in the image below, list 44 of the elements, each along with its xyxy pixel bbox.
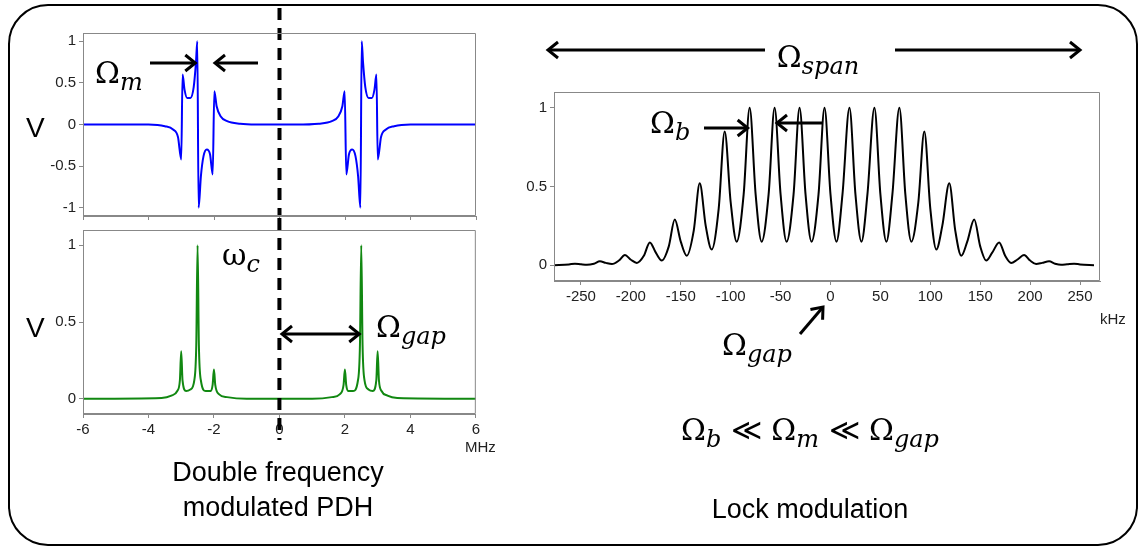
x-tick-label: -100 <box>715 287 746 305</box>
y-tick-label: 0.5 <box>55 73 76 91</box>
y-tick-label: 1 <box>538 97 547 115</box>
x-tick-label: 100 <box>917 287 943 305</box>
x-axis-title: MHz <box>465 438 496 455</box>
x-tick-label: 4 <box>406 420 415 438</box>
y-tick-label: 0 <box>67 388 76 406</box>
y-tick-label: 0 <box>538 255 547 273</box>
x-tick-label: 50 <box>872 287 889 305</box>
text: Double frequency modulated PDH <box>171 456 385 525</box>
y-tick-label: -0.5 <box>50 156 76 174</box>
y-tick-label: 0.5 <box>526 176 547 194</box>
y-axis-title: V <box>26 312 45 344</box>
line-series <box>554 106 1096 267</box>
annotation: Ω$_{m}$ <box>95 55 143 96</box>
line-series <box>83 40 476 209</box>
y-tick-label: 1 <box>67 31 76 49</box>
text: Ω$_{span}$ <box>775 39 861 80</box>
x-tick-label: 2 <box>340 420 350 438</box>
x-tick-label: -150 <box>665 287 696 305</box>
x-tick-label: -250 <box>565 287 596 305</box>
x-tick-label: 6 <box>471 420 480 438</box>
x-tick-label: -50 <box>769 287 792 305</box>
x-tick-label: 200 <box>1017 287 1043 305</box>
x-tick-label: 150 <box>967 287 993 305</box>
annotation: Ω$_{b}$ <box>650 105 691 146</box>
text: Ω$_{gap}$ <box>722 327 792 368</box>
line-series <box>83 244 476 400</box>
y-tick-label: 0 <box>67 114 76 132</box>
x-tick-label: -200 <box>615 287 646 305</box>
x-tick-label: -6 <box>76 420 90 438</box>
x-tick-label: -2 <box>207 420 221 438</box>
y-tick-label: -1 <box>62 197 76 215</box>
annotation: ω$_{c}$ <box>222 237 260 278</box>
text: Ω$_{b}$ ≪ Ω$_{m}$ ≪ Ω$_{gap}$ <box>680 412 940 453</box>
x-axis-title: kHz <box>1100 310 1126 327</box>
annotation: Ω$_{gap}$ <box>376 309 446 350</box>
y-axis-title: V <box>26 112 45 144</box>
text: Lock modulation <box>710 493 910 526</box>
x-tick-label: -4 <box>141 420 156 438</box>
x-tick-label: 250 <box>1067 287 1093 305</box>
y-tick-label: 0.5 <box>55 312 76 330</box>
x-tick-label: 0 <box>826 287 835 305</box>
y-tick-label: 1 <box>67 235 76 253</box>
